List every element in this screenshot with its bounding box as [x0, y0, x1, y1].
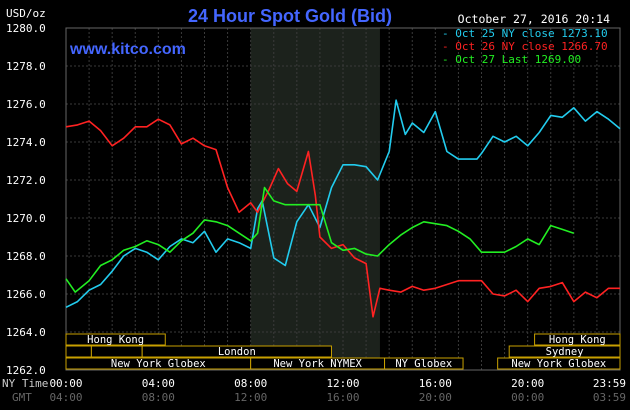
y-tick-label: 1274.0	[6, 136, 46, 149]
session-hongkong-2-label: Hong Kong	[549, 334, 606, 346]
x-tick-label-ny: 16:00	[419, 377, 452, 390]
y-tick-labels: 1280.0 1278.0 1276.0 1274.0 1272.0 1270.0 1268…	[6, 22, 46, 377]
x-tick-label-gmt: 04:00	[49, 391, 82, 404]
series-line-1	[65, 99, 621, 309]
session-spacer-box	[90, 345, 143, 358]
session-ny-globex-3-box	[497, 357, 621, 370]
session-ny-globex-2-box	[384, 357, 464, 370]
y-tick-label: 1262.0	[6, 364, 46, 377]
x-tick-labels: 00:00 04:00 08:00 12:00 16:00 20:00 23:5904:00…	[49, 377, 626, 404]
x-tick-label-gmt: 20:00	[419, 391, 452, 404]
session-ny-nymex-label: New York NYMEX	[273, 358, 362, 370]
session-ny-globex-2-label: NY Globex	[395, 358, 452, 370]
chart-title: 24 Hour Spot Gold (Bid)	[188, 6, 392, 26]
x-tick-label-ny: 08:00	[234, 377, 267, 390]
plot-border	[65, 27, 621, 371]
legend: - Oct 25 NY close 1273.10- Oct 26 NY clo…	[442, 27, 608, 66]
x-tick-label-gmt: 03:59	[593, 391, 626, 404]
timestamp: October 27, 2016 20:14	[458, 12, 610, 26]
gmt-label: GMT	[12, 391, 32, 404]
x-tick-label-ny: 04:00	[142, 377, 175, 390]
x-tick-label-ny: 12:00	[326, 377, 359, 390]
legend-entry-2: - Oct 26 NY close 1266.70	[442, 40, 608, 53]
y-tick-label: 1264.0	[6, 326, 46, 339]
session-hongkong-1-box	[65, 333, 166, 346]
x-tick-label-gmt: 08:00	[142, 391, 175, 404]
session-sydney-label: Sydney	[546, 346, 584, 358]
ny-time-label: NY Time	[2, 377, 48, 390]
x-tick-label-gmt: 12:00	[234, 391, 267, 404]
y-tick-label: 1272.0	[6, 174, 46, 187]
session-hongkong-2-box	[534, 333, 621, 346]
series-line-3	[65, 186, 575, 293]
y-tick-label: 1276.0	[6, 98, 46, 111]
plot-frame	[65, 27, 621, 371]
session-hongkong-1-label: Hong Kong	[87, 334, 144, 346]
x-tick-label-ny: 20:00	[511, 377, 544, 390]
session-ny-globex-3-label: New York Globex	[511, 358, 606, 370]
source-watermark: www.kitco.com	[69, 41, 186, 58]
x-tick-label-ny: 23:59	[593, 377, 626, 390]
y-tick-label: 1268.0	[6, 250, 46, 263]
session-sydney-box	[508, 345, 621, 358]
legend-entry-3: - Oct 27 Last 1269.00	[442, 53, 581, 66]
x-tick-label-gmt: 00:00	[511, 391, 544, 404]
legend-entry-1: - Oct 25 NY close 1273.10	[442, 27, 608, 40]
y-tick-label: 1280.0	[6, 22, 46, 35]
x-tick-label-gmt: 16:00	[326, 391, 359, 404]
y-tick-label: 1278.0	[6, 60, 46, 73]
series-lines	[65, 99, 621, 318]
session-ny-globex-1-label: New York Globex	[111, 358, 206, 370]
y-tick-label: 1266.0	[6, 288, 46, 301]
series-line-2	[65, 118, 620, 318]
x-tick-label-ny: 00:00	[49, 377, 82, 390]
session-london-label: London	[218, 346, 256, 358]
y-tick-label: 1270.0	[6, 212, 46, 225]
session-london-box	[141, 345, 332, 358]
y-unit-label: USD/oz	[6, 7, 46, 20]
session-sydney-early-box	[65, 345, 92, 358]
